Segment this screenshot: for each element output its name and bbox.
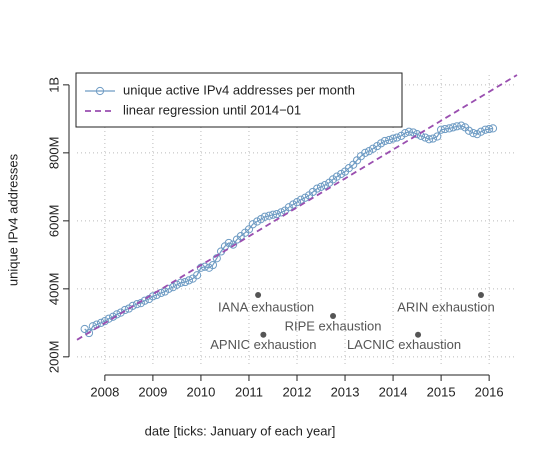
data-point [316,182,326,191]
data-point [368,144,377,153]
x-tick-label: 2013 [331,384,360,399]
data-point [485,124,494,134]
data-point [457,121,466,130]
data-point [380,136,390,146]
legend-marker [95,86,105,96]
data-point [180,277,190,287]
data-point [284,203,293,212]
x-tick-label: 2009 [138,384,167,399]
data-point [268,210,278,219]
data-point [421,133,430,142]
data-point [116,308,125,317]
x-tick-label: 2016 [475,384,504,399]
x-tick-label: 2012 [283,384,312,399]
data-point [184,276,194,285]
annotation-point [260,331,267,338]
data-point [332,172,341,181]
data-point [388,134,398,143]
data-point [192,271,202,280]
data-point [296,195,305,204]
data-point [452,122,462,131]
data-point [320,181,329,190]
data-point [132,300,142,309]
data-point [476,127,486,136]
data-point [84,328,94,338]
x-tick-label: 2014 [379,384,408,399]
data-point [392,133,402,142]
annotation-label: IANA exhaustion [218,299,314,314]
data-point [409,128,418,137]
x-tick-label: 2008 [90,384,119,399]
x-axis-title: date [ticks: January of each year] [145,423,336,438]
x-tick-label: 2011 [235,384,263,399]
data-point [224,238,233,248]
annotation-point [330,313,337,320]
data-point [449,123,458,132]
y-tick-label: 800M [46,137,61,170]
legend-label: linear regression until 2014−01 [123,102,301,117]
data-point [260,212,269,221]
data-point [265,211,274,220]
data-point [488,124,498,133]
data-point [272,209,281,219]
data-point [440,124,450,134]
data-point [404,127,414,136]
data-point [412,130,422,139]
data-point [128,301,137,310]
annotation-label: LACNIC exhaustion [347,337,461,352]
data-point [433,132,442,141]
y-tick-label: 200M [46,341,61,374]
data-point [208,260,218,270]
annotation-label: RIPE exhaustion [285,318,382,333]
annotation-point [415,331,422,338]
data-point [428,134,438,143]
annotation-label: APNIC exhaustion [210,337,316,352]
legend-box [75,72,403,128]
data-point [481,125,490,134]
data-point [313,184,322,193]
data-point [400,129,410,138]
data-point [120,305,130,315]
data-point [244,225,254,234]
data-point [445,124,454,133]
annotation-point [477,291,484,298]
y-tick-label: 1B [46,77,61,93]
data-point [385,135,394,145]
data-point [200,262,209,271]
x-tick-label: 2015 [427,384,456,399]
annotation-label: ARIN exhaustion [397,299,495,314]
data-point [437,125,446,134]
regression-line [76,74,518,341]
data-point [277,208,286,217]
y-tick-label: 400M [46,273,61,306]
data-point [156,288,166,298]
annotation-point [255,291,262,298]
data-point [469,129,478,138]
data-point [361,148,370,157]
data-point [176,278,185,287]
y-axis-title: unique IPv4 addresses [5,153,20,286]
data-point [248,220,257,229]
y-tick-label: 600M [46,205,61,238]
data-point [164,284,173,293]
data-point [88,322,97,331]
x-tick-label: 2010 [186,384,215,399]
data-point [172,280,182,289]
data-point [464,126,474,135]
legend-label: unique active IPv4 addresses per month [123,82,355,97]
data-point [80,324,89,334]
data-point [424,135,434,144]
